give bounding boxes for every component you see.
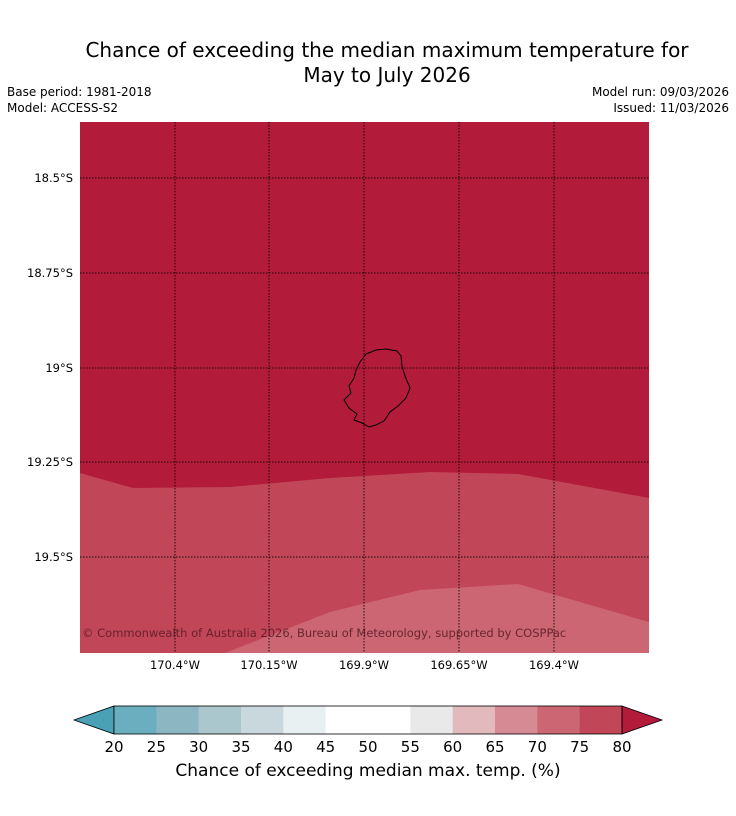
niue-island-outline <box>343 348 411 428</box>
lat-label: 19.25°S <box>27 455 73 469</box>
colorbar-tick-label: 30 <box>189 738 208 756</box>
meta-right: Model run: 09/03/2026 Issued: 11/03/2026 <box>592 84 729 116</box>
colorbar-tick-label: 75 <box>570 738 589 756</box>
colorbar-bin <box>537 706 581 734</box>
meta-left: Base period: 1981-2018 Model: ACCESS-S2 <box>7 84 152 116</box>
colorbar-bin <box>325 706 369 734</box>
lat-labels: 18.5°S 18.75°S 19°S 19.25°S 19.5°S <box>27 171 73 564</box>
colorbar-bin <box>156 706 200 734</box>
colorbar-tick-label: 50 <box>358 738 377 756</box>
colorbar-tick-label: 25 <box>147 738 166 756</box>
colorbar-bin <box>452 706 496 734</box>
colorbar-tick-label: 45 <box>316 738 335 756</box>
colorbar-low-extend <box>72 705 115 735</box>
colorbar-ticks: 20 25 30 35 40 45 50 55 60 65 70 75 80 <box>104 738 631 756</box>
title-line-2: May to July 2026 <box>303 63 471 87</box>
colorbar-tick-label: 35 <box>231 738 250 756</box>
lon-label: 170.4°W <box>150 658 200 672</box>
colorbar-bin <box>114 706 157 734</box>
model-name: Model: ACCESS-S2 <box>7 101 119 115</box>
colorbar-bin <box>579 706 623 734</box>
colorbar-bin <box>241 706 284 734</box>
lon-labels: 170.4°W 170.15°W 169.9°W 169.65°W 169.4°… <box>150 658 579 672</box>
lat-label: 18.5°S <box>34 171 73 185</box>
colorbar-tick-label: 80 <box>612 738 631 756</box>
map: 18.5°S 18.75°S 19°S 19.25°S 19.5°S 170.4… <box>27 122 649 672</box>
lon-label: 169.65°W <box>430 658 487 672</box>
title-line-1: Chance of exceeding the median maximum t… <box>85 38 689 62</box>
base-period: Base period: 1981-2018 <box>7 85 152 99</box>
colorbar-tick-label: 55 <box>401 738 420 756</box>
lon-label: 170.15°W <box>240 658 297 672</box>
issued-date: Issued: 11/03/2026 <box>613 101 729 115</box>
copyright-text: © Commonwealth of Australia 2026, Bureau… <box>82 626 566 640</box>
colorbar-bins <box>114 706 623 734</box>
model-run: Model run: 09/03/2026 <box>591 85 729 99</box>
colorbar-tick-label: 20 <box>104 738 123 756</box>
colorbar-label: Chance of exceeding median max. temp. (%… <box>175 761 561 781</box>
colorbar-tick-label: 40 <box>274 738 293 756</box>
colorbar-bin <box>495 706 538 734</box>
lon-label: 169.9°W <box>339 658 389 672</box>
colorbar-high-extend <box>621 705 664 735</box>
lon-label: 169.4°W <box>529 658 579 672</box>
colorbar-tick-label: 60 <box>443 738 462 756</box>
lon-gridlines <box>174 122 555 653</box>
colorbar-tick-label: 65 <box>485 738 504 756</box>
lat-label: 18.75°S <box>27 266 73 280</box>
colorbar-tick-label: 70 <box>528 738 547 756</box>
colorbar-frame <box>113 705 623 735</box>
lat-label: 19°S <box>45 361 73 375</box>
lat-label: 19.5°S <box>34 550 73 564</box>
colorbar-bin <box>410 706 454 734</box>
chart-title: Chance of exceeding the median maximum t… <box>0 38 736 88</box>
colorbar-bin <box>198 706 242 734</box>
colorbar-bin <box>283 706 327 734</box>
colorbar-bin <box>368 706 411 734</box>
region-70-75 <box>225 584 649 653</box>
